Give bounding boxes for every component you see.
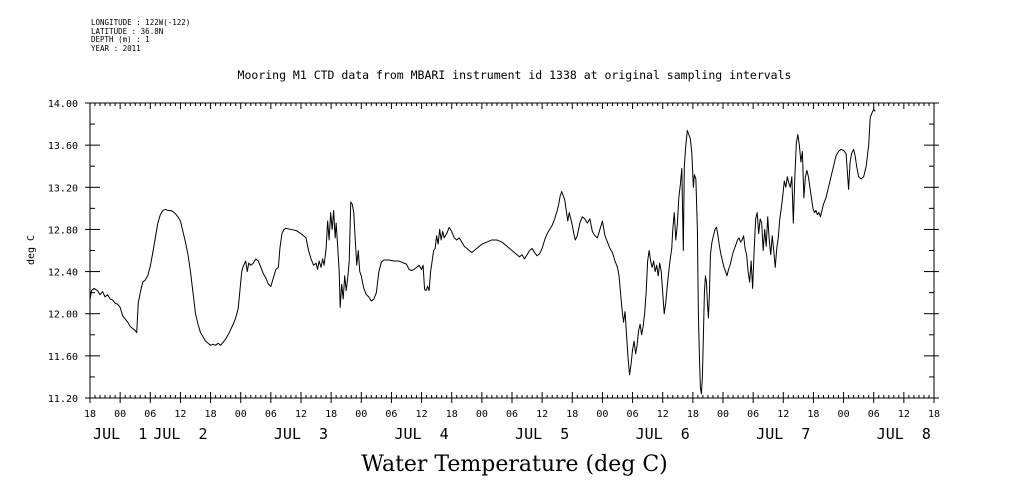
x-day-label: JUL 6 — [636, 425, 690, 443]
x-tick-label: 18 — [84, 409, 96, 420]
y-tick-label: 12.40 — [48, 268, 78, 279]
year-label: YEAR : 2011 — [91, 43, 141, 53]
depth-label: DEPTH (m) : 1 — [91, 35, 150, 44]
x-day-label: JUL 7 — [756, 425, 810, 443]
x-tick-label: 18 — [566, 409, 578, 420]
y-tick-label: 13.20 — [48, 183, 78, 194]
x-tick-label: 06 — [747, 409, 759, 420]
chart-title: Mooring M1 CTD data from MBARI instrumen… — [237, 68, 792, 82]
x-tick-label: 00 — [596, 409, 608, 420]
x-day-label: JUL 1 — [93, 425, 147, 443]
x-tick-label: 00 — [235, 409, 247, 420]
y-tick-label: 11.20 — [48, 394, 78, 405]
y-tick-label: 12.00 — [48, 310, 78, 321]
x-tick-label: 00 — [717, 409, 729, 420]
x-tick-label: 12 — [536, 409, 548, 420]
y-axis-label: deg C — [26, 235, 37, 265]
x-tick-label: 00 — [838, 409, 850, 420]
x-tick-label: 18 — [928, 409, 940, 420]
x-tick-label: 00 — [114, 409, 126, 420]
x-axis-title: Water Temperature (deg C) — [361, 452, 668, 477]
x-tick-label: 06 — [265, 409, 277, 420]
x-tick-label: 06 — [506, 409, 518, 420]
x-tick-label: 18 — [687, 409, 699, 420]
x-tick-label: 00 — [355, 409, 367, 420]
y-tick-label: 14.00 — [48, 99, 78, 110]
x-tick-label: 18 — [325, 409, 337, 420]
x-tick-label: 12 — [777, 409, 789, 420]
metadata-block: LONGITUDE : 122W(-122) LATITUDE : 36.8N … — [91, 18, 191, 53]
x-tick-label: 06 — [868, 409, 880, 420]
x-tick-label: 06 — [627, 409, 639, 420]
temperature-line — [89, 108, 876, 395]
y-tick-label: 12.80 — [48, 225, 78, 236]
x-day-label: JUL 5 — [515, 425, 569, 443]
x-tick-label: 06 — [385, 409, 397, 420]
x-tick-label: 18 — [205, 409, 217, 420]
x-tick-label: 18 — [807, 409, 819, 420]
x-tick-label: 18 — [446, 409, 458, 420]
y-tick-label: 13.60 — [48, 141, 78, 152]
x-tick-label: 12 — [416, 409, 428, 420]
x-tick-label: 12 — [174, 409, 186, 420]
longitude-label: LONGITUDE : 122W(-122) — [91, 18, 191, 27]
x-tick-label: 12 — [898, 409, 910, 420]
x-tick-label: 12 — [657, 409, 669, 420]
x-tick-label: 12 — [295, 409, 307, 420]
y-tick-label: 11.60 — [48, 352, 78, 363]
x-day-label: JUL 3 — [274, 425, 328, 443]
x-day-label: JUL 2 — [153, 425, 207, 443]
x-day-label: JUL 4 — [394, 425, 448, 443]
latitude-label: LATITUDE : 36.8N — [91, 26, 164, 36]
x-day-label: JUL 8 — [877, 425, 931, 443]
x-tick-label: 00 — [476, 409, 488, 420]
x-tick-label: 06 — [144, 409, 156, 420]
